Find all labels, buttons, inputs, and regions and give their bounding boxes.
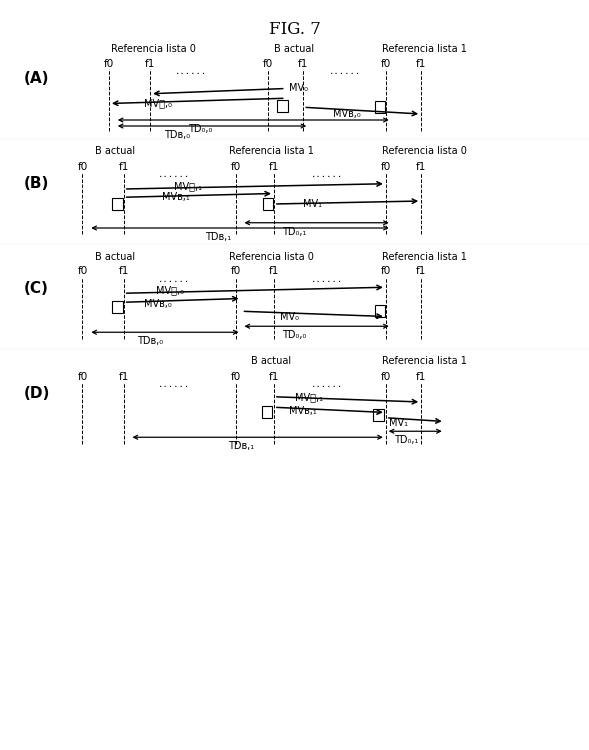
Text: f1: f1 — [269, 371, 279, 382]
Bar — [262, 406, 272, 418]
Text: (C): (C) — [24, 281, 48, 296]
Text: f0: f0 — [77, 266, 88, 277]
Text: f0: f0 — [230, 266, 241, 277]
Text: f1: f1 — [298, 58, 309, 69]
Text: Referencia lista 1: Referencia lista 1 — [382, 356, 466, 367]
Text: f1: f1 — [118, 161, 129, 172]
Text: f1: f1 — [416, 58, 426, 69]
Text: ......: ...... — [329, 67, 360, 76]
Text: B actual: B actual — [95, 251, 135, 262]
Bar — [277, 100, 288, 112]
Text: MV₟,₀: MV₟,₀ — [144, 98, 173, 109]
Text: f1: f1 — [416, 371, 426, 382]
Text: f1: f1 — [269, 266, 279, 277]
Text: B actual: B actual — [274, 44, 315, 54]
Text: f0: f0 — [263, 58, 273, 69]
Text: TDʙ,₀: TDʙ,₀ — [137, 336, 163, 346]
Text: Referencia lista 0: Referencia lista 0 — [229, 251, 313, 262]
Text: ......: ...... — [311, 380, 343, 389]
Text: f0: f0 — [380, 58, 391, 69]
Text: (D): (D) — [24, 386, 50, 401]
Text: TD₀,₁: TD₀,₁ — [282, 226, 307, 236]
Bar — [112, 198, 123, 210]
Text: (A): (A) — [24, 71, 49, 86]
Text: Referencia lista 1: Referencia lista 1 — [382, 251, 466, 262]
Text: f1: f1 — [118, 266, 129, 277]
Text: MV₟,₁: MV₟,₁ — [294, 392, 323, 402]
Bar — [375, 305, 385, 317]
Bar — [263, 198, 273, 210]
Text: Referencia lista 1: Referencia lista 1 — [229, 146, 313, 157]
Text: f1: f1 — [269, 161, 279, 172]
Text: ......: ...... — [176, 67, 207, 76]
Text: ......: ...... — [158, 275, 190, 284]
Text: f1: f1 — [118, 371, 129, 382]
Text: Referencia lista 1: Referencia lista 1 — [382, 44, 466, 54]
Text: MVʙ,₁: MVʙ,₁ — [289, 406, 316, 416]
Text: f1: f1 — [416, 266, 426, 277]
Text: MV₀: MV₀ — [289, 82, 307, 93]
Text: ......: ...... — [311, 275, 343, 284]
Text: TDʙ,₁: TDʙ,₁ — [229, 441, 254, 451]
Text: MVʙ,₁: MVʙ,₁ — [162, 192, 190, 202]
Text: f1: f1 — [145, 58, 155, 69]
Text: f0: f0 — [77, 371, 88, 382]
Text: TDʙ,₁: TDʙ,₁ — [205, 232, 231, 242]
Text: f0: f0 — [230, 161, 241, 172]
Text: MVʙ,₀: MVʙ,₀ — [144, 298, 172, 309]
Text: FIG. 7: FIG. 7 — [269, 21, 320, 38]
Text: f0: f0 — [380, 266, 391, 277]
Text: f0: f0 — [104, 58, 114, 69]
Text: B actual: B actual — [95, 146, 135, 157]
Text: TD₀,₀: TD₀,₀ — [188, 124, 213, 134]
Text: MV₀: MV₀ — [280, 311, 299, 322]
Text: f0: f0 — [77, 161, 88, 172]
Text: Referencia lista 0: Referencia lista 0 — [111, 44, 196, 54]
Text: B actual: B actual — [251, 356, 291, 367]
Text: TDʙ,₀: TDʙ,₀ — [164, 130, 190, 140]
Text: f0: f0 — [380, 371, 391, 382]
Text: MV₟,₀: MV₟,₀ — [156, 285, 184, 296]
Bar — [373, 409, 384, 421]
Text: TD₀,₁: TD₀,₁ — [394, 435, 419, 445]
Text: TD₀,₀: TD₀,₀ — [282, 330, 307, 340]
Text: f0: f0 — [230, 371, 241, 382]
Bar — [375, 101, 385, 113]
Text: MV₟,₁: MV₟,₁ — [174, 181, 202, 191]
Text: (B): (B) — [24, 176, 49, 191]
Text: MVʙ,₀: MVʙ,₀ — [333, 109, 360, 119]
Text: Referencia lista 0: Referencia lista 0 — [382, 146, 466, 157]
Text: MV₁: MV₁ — [303, 199, 322, 209]
Bar — [112, 301, 123, 313]
Text: ......: ...... — [311, 170, 343, 179]
Text: f0: f0 — [380, 161, 391, 172]
Text: MV₁: MV₁ — [389, 418, 408, 428]
Text: ......: ...... — [158, 380, 190, 389]
Text: ......: ...... — [158, 170, 190, 179]
Text: f1: f1 — [416, 161, 426, 172]
